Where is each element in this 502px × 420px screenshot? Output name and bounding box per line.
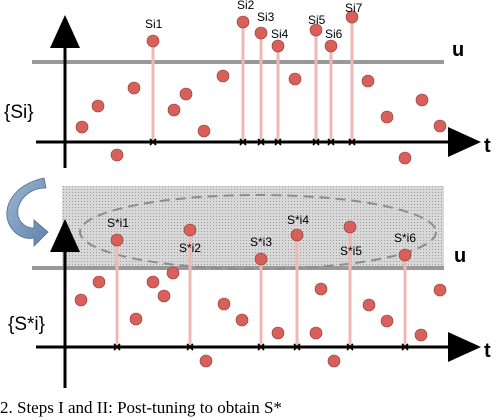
label-si4: Si4 xyxy=(271,27,289,41)
dot-s-i5 xyxy=(343,220,357,234)
bottom-point-labels: S*i1 S*i2 S*i3 S*i4 S*i5 S*i6 xyxy=(107,213,416,258)
label-s-i5: S*i5 xyxy=(340,244,362,258)
bottom-axis-label: t xyxy=(484,340,491,362)
dot xyxy=(129,312,143,326)
label-si7: Si7 xyxy=(345,1,363,15)
dot-si4 xyxy=(271,39,285,53)
dot xyxy=(197,124,211,138)
top-panel: {Si} u t Si1 Si2 Si3 Si4 Si5 Si6 Si7 xyxy=(4,0,491,168)
dot-s-i6 xyxy=(398,248,412,262)
label-si3: Si3 xyxy=(257,10,275,24)
dot xyxy=(271,326,285,340)
dot xyxy=(216,69,230,83)
transition-arrow-icon xyxy=(6,177,49,247)
dot-si1 xyxy=(146,34,160,48)
bottom-stems xyxy=(115,227,407,347)
dot xyxy=(127,81,141,95)
label-s-i1: S*i1 xyxy=(107,216,129,230)
dot xyxy=(157,289,171,303)
dot-si3 xyxy=(254,26,268,40)
top-stems xyxy=(151,17,354,142)
label-s-i4: S*i4 xyxy=(287,213,309,227)
dot xyxy=(288,72,302,86)
dot xyxy=(398,151,412,165)
dot-s-i3 xyxy=(254,252,268,266)
dot xyxy=(415,93,429,107)
dot xyxy=(380,110,394,124)
dot-s-i1 xyxy=(110,233,124,247)
dot xyxy=(309,326,323,340)
bottom-panel: {S*i} u t S*i1 S*i2 S*i3 S*i4 S*i5 S*i6 xyxy=(8,186,491,388)
dot xyxy=(235,313,249,327)
dot xyxy=(110,148,124,162)
top-set-label: {Si} xyxy=(4,102,34,123)
dot xyxy=(433,283,447,297)
dot-si7 xyxy=(345,10,359,24)
bottom-dots xyxy=(74,220,447,368)
dot xyxy=(75,120,89,134)
dot xyxy=(166,266,180,280)
bottom-ticks xyxy=(113,343,409,351)
dot xyxy=(361,74,375,88)
top-ticks xyxy=(149,138,356,146)
dot-s-i4 xyxy=(290,228,304,242)
bottom-threshold-label: u xyxy=(454,245,466,267)
label-s-i3: S*i3 xyxy=(250,235,272,249)
selection-ellipse xyxy=(79,194,437,270)
dot xyxy=(314,282,328,296)
dot xyxy=(167,103,181,117)
dot xyxy=(199,354,213,368)
top-threshold-label: u xyxy=(452,39,464,61)
top-dots xyxy=(75,10,447,165)
label-si6: Si6 xyxy=(325,27,343,41)
label-si5: Si5 xyxy=(308,13,326,27)
top-point-labels: Si1 Si2 Si3 Si4 Si5 Si6 Si7 xyxy=(145,0,363,41)
dot xyxy=(433,119,447,133)
dot-si5 xyxy=(309,23,323,37)
dot xyxy=(74,293,88,307)
dot-si2 xyxy=(236,15,250,29)
dot xyxy=(92,275,106,289)
bottom-set-label: {S*i} xyxy=(8,314,45,335)
label-s-i2: S*i2 xyxy=(179,241,201,255)
top-axis-label: t xyxy=(484,135,491,157)
dot xyxy=(179,87,193,101)
label-si1: Si1 xyxy=(145,17,163,31)
tuning-band xyxy=(62,186,444,268)
label-si2: Si2 xyxy=(237,0,255,12)
dot-si6 xyxy=(324,39,338,53)
label-s-i6: S*i6 xyxy=(394,231,416,245)
dot xyxy=(91,99,105,113)
dot xyxy=(362,298,376,312)
figure-caption: 2. Steps I and II: Post-tuning to obtain… xyxy=(0,398,282,417)
dot xyxy=(380,314,394,328)
dot xyxy=(217,297,231,311)
dot xyxy=(146,275,160,289)
dot xyxy=(327,354,341,368)
dot xyxy=(414,328,428,342)
dot-s-i2 xyxy=(183,223,197,237)
